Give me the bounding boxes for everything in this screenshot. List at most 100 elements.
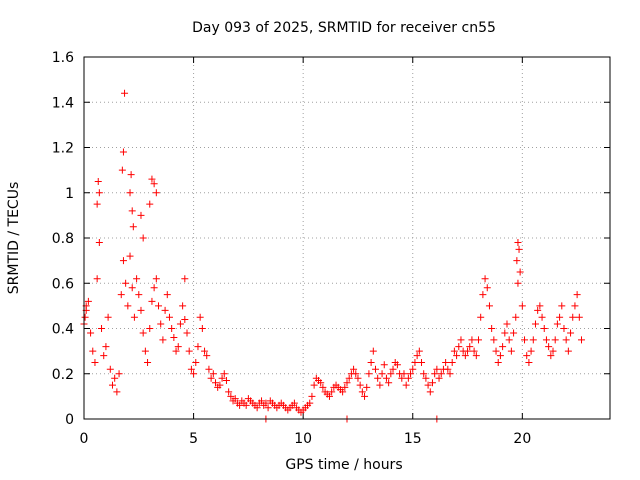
data-point — [144, 358, 152, 366]
data-point — [512, 313, 520, 321]
data-point — [562, 336, 570, 344]
data-point — [148, 175, 156, 183]
data-point — [325, 392, 333, 400]
data-point — [534, 306, 542, 314]
data-point — [569, 313, 577, 321]
data-point — [371, 365, 379, 373]
data-point — [420, 370, 428, 378]
data-point — [194, 343, 202, 351]
data-point — [95, 239, 103, 247]
data-point — [310, 381, 318, 389]
data-point — [492, 347, 500, 355]
data-point — [339, 388, 347, 396]
data-point — [380, 361, 388, 369]
data-point — [93, 275, 101, 283]
data-point — [448, 358, 456, 366]
data-point — [516, 268, 524, 276]
data-point — [407, 370, 415, 378]
data-point — [479, 291, 487, 299]
data-point — [106, 365, 114, 373]
data-point — [190, 370, 198, 378]
data-point — [319, 383, 327, 391]
data-point — [198, 325, 206, 332]
data-point — [393, 361, 401, 369]
x-tick-label: 10 — [294, 431, 312, 447]
data-point — [290, 399, 298, 407]
data-point — [102, 343, 110, 351]
data-point — [426, 388, 434, 396]
data-point — [343, 379, 351, 387]
data-point — [415, 347, 423, 355]
data-point — [135, 291, 143, 299]
data-point — [444, 365, 452, 373]
data-point — [128, 284, 136, 292]
data-point — [470, 347, 478, 355]
data-point — [163, 291, 171, 299]
data-point — [81, 313, 89, 321]
data-point — [363, 383, 371, 391]
data-point — [578, 336, 586, 344]
data-point — [205, 365, 213, 373]
data-point — [428, 379, 436, 387]
data-point — [176, 320, 184, 328]
data-point — [453, 352, 461, 360]
data-point — [385, 379, 393, 387]
data-point — [466, 343, 474, 351]
data-point — [155, 302, 163, 310]
data-point — [253, 404, 261, 412]
data-point — [551, 336, 559, 344]
data-point — [139, 234, 147, 242]
data-point — [538, 313, 546, 321]
data-point — [139, 329, 147, 337]
data-point — [242, 401, 250, 409]
data-point — [513, 257, 521, 265]
y-tick-label: 1.4 — [52, 95, 74, 111]
y-tick-label: 0 — [65, 412, 74, 428]
data-point — [170, 334, 178, 342]
x-tick-label: 0 — [80, 431, 89, 447]
data-point — [382, 374, 390, 382]
data-point — [148, 297, 156, 305]
data-point — [196, 313, 204, 321]
data-point — [350, 365, 358, 373]
data-point — [564, 347, 572, 355]
data-point — [227, 392, 235, 400]
data-point — [119, 257, 127, 265]
data-point — [264, 404, 272, 412]
data-point — [100, 352, 108, 360]
data-point — [216, 381, 224, 389]
data-point — [262, 399, 270, 407]
data-point — [433, 365, 441, 373]
data-point — [115, 370, 123, 378]
data-point — [424, 381, 432, 389]
data-point — [547, 352, 555, 360]
data-point — [435, 374, 443, 382]
data-point — [137, 211, 145, 219]
data-point — [141, 347, 149, 355]
data-point — [84, 297, 92, 305]
data-point — [553, 320, 561, 328]
data-point — [236, 401, 244, 409]
data-point — [306, 399, 314, 407]
data-point — [146, 325, 154, 332]
data-point — [483, 284, 491, 292]
data-point — [485, 302, 493, 310]
data-point — [345, 374, 353, 382]
data-point — [181, 315, 189, 323]
data-point — [94, 177, 102, 185]
data-point — [413, 352, 421, 360]
data-point — [358, 388, 366, 396]
x-tick-label: 20 — [513, 431, 531, 447]
data-point — [536, 302, 544, 310]
data-point — [201, 347, 209, 355]
data-point — [521, 336, 529, 344]
data-point — [91, 358, 99, 366]
data-point — [137, 306, 145, 314]
data-point — [192, 358, 200, 366]
data-point — [510, 329, 518, 337]
data-point — [258, 397, 266, 405]
data-point — [431, 370, 439, 378]
data-point — [531, 320, 539, 328]
